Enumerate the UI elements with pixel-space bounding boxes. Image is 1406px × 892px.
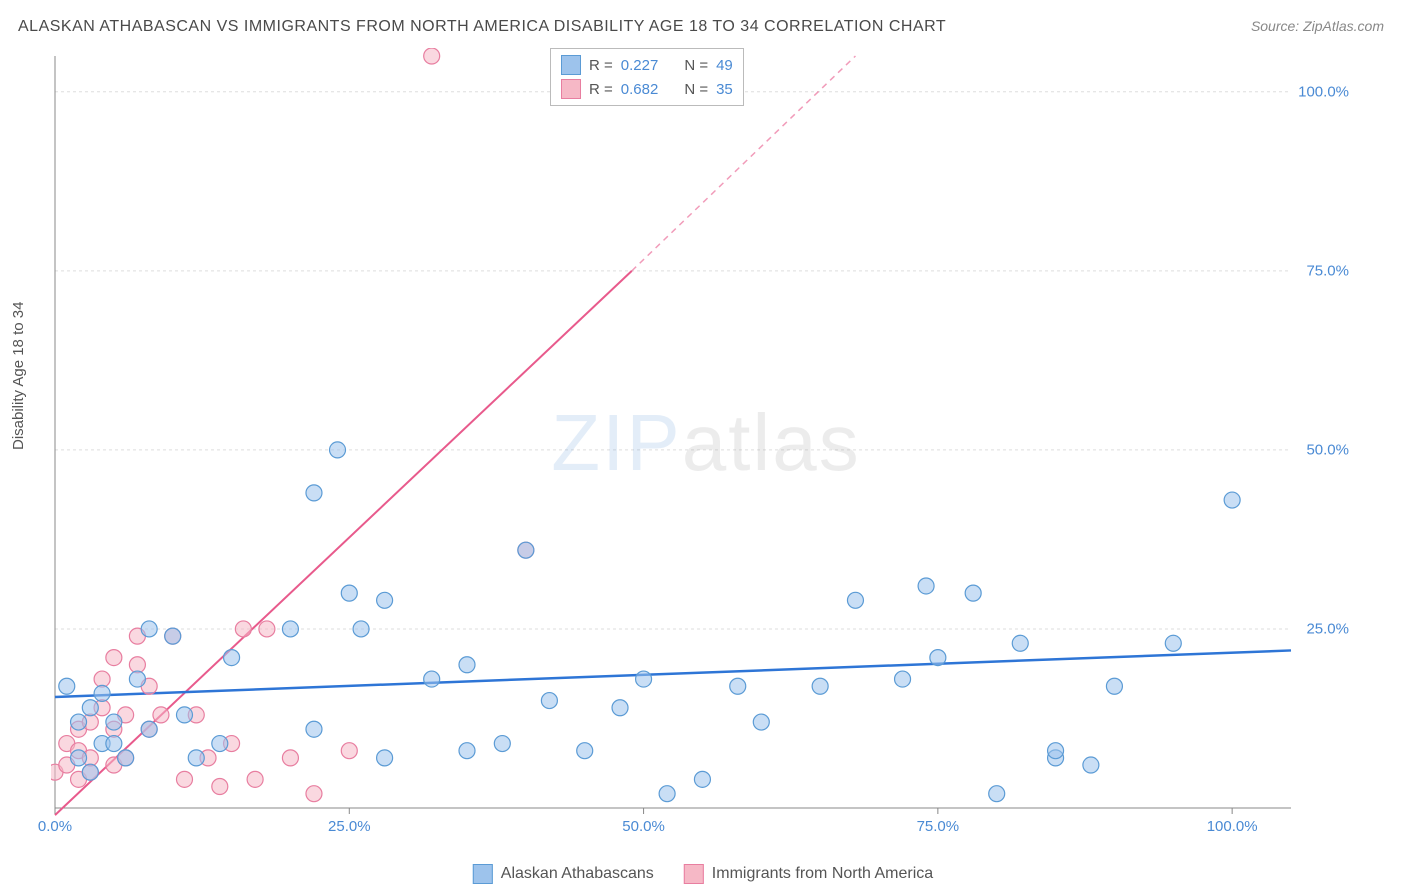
legend-series-item: Alaskan Athabascans bbox=[473, 864, 654, 884]
correlation-legend: R = 0.227 N = 49 R = 0.682 N = 35 bbox=[550, 48, 744, 106]
legend-swatch bbox=[561, 79, 581, 99]
legend-r-value: 0.227 bbox=[621, 57, 659, 74]
legend-series-label: Immigrants from North America bbox=[712, 865, 933, 883]
legend-row: R = 0.227 N = 49 bbox=[561, 53, 733, 77]
series-legend: Alaskan Athabascans Immigrants from Nort… bbox=[473, 864, 933, 884]
x-tick-label: 100.0% bbox=[1207, 818, 1258, 835]
y-tick-label: 25.0% bbox=[1306, 620, 1349, 637]
legend-series-label: Alaskan Athabascans bbox=[501, 865, 654, 883]
legend-series-item: Immigrants from North America bbox=[684, 864, 933, 884]
legend-n-label: N = bbox=[684, 57, 708, 74]
y-tick-label: 50.0% bbox=[1306, 441, 1349, 458]
scatter-plot bbox=[51, 48, 1361, 838]
legend-swatch bbox=[684, 864, 704, 884]
y-tick-label: 100.0% bbox=[1298, 83, 1349, 100]
x-tick-label: 50.0% bbox=[622, 818, 665, 835]
chart-area: ZIPatlas 0.0%25.0%50.0%75.0%100.0%25.0%5… bbox=[51, 48, 1361, 838]
legend-row: R = 0.682 N = 35 bbox=[561, 77, 733, 101]
y-tick-label: 75.0% bbox=[1306, 262, 1349, 279]
legend-swatch bbox=[473, 864, 493, 884]
legend-r-value: 0.682 bbox=[621, 81, 659, 98]
legend-n-label: N = bbox=[684, 81, 708, 98]
legend-r-label: R = bbox=[589, 81, 613, 98]
legend-n-value: 49 bbox=[716, 57, 733, 74]
x-tick-label: 0.0% bbox=[38, 818, 72, 835]
x-tick-label: 25.0% bbox=[328, 818, 371, 835]
legend-r-label: R = bbox=[589, 57, 613, 74]
x-tick-label: 75.0% bbox=[917, 818, 960, 835]
legend-swatch bbox=[561, 55, 581, 75]
source-attribution: Source: ZipAtlas.com bbox=[1251, 18, 1384, 34]
legend-n-value: 35 bbox=[716, 81, 733, 98]
y-axis-label: Disability Age 18 to 34 bbox=[10, 302, 27, 450]
chart-title: ALASKAN ATHABASCAN VS IMMIGRANTS FROM NO… bbox=[18, 18, 946, 36]
